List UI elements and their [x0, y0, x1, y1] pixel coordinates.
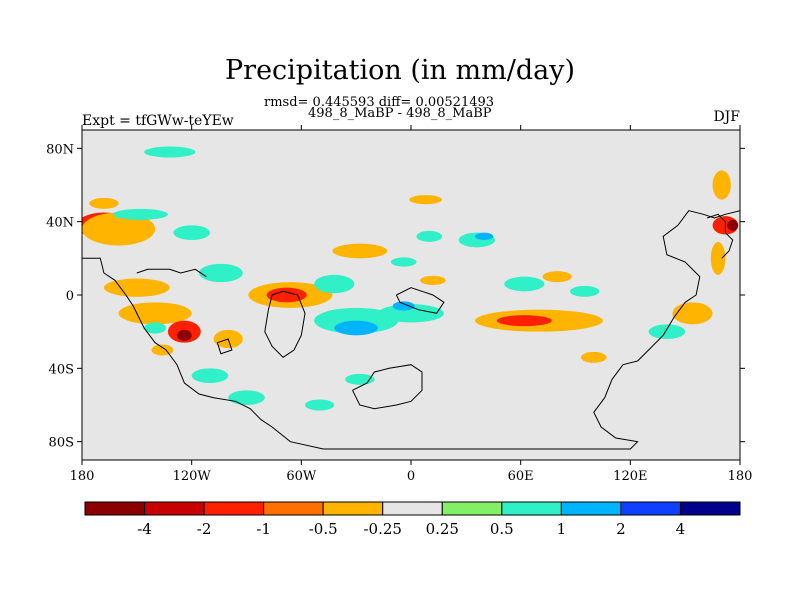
- anomaly-patch: [580, 351, 607, 363]
- anomaly-patch: [710, 241, 726, 275]
- anomaly-patch: [378, 304, 444, 323]
- anomaly-patch: [103, 278, 170, 297]
- y-tick-label: 40S: [49, 362, 74, 377]
- colorbar-box: [263, 501, 324, 516]
- anomaly-patch: [118, 302, 192, 325]
- anomaly-patch: [392, 301, 415, 311]
- case-line: 498_8_MaBP - 498_8_MaBP: [308, 106, 492, 121]
- season-label: DJF: [713, 109, 740, 125]
- anomaly-patch: [266, 287, 307, 303]
- plot-background: [82, 130, 740, 460]
- anomaly-patch: [420, 275, 446, 285]
- x-tick-label: 120W: [173, 469, 212, 484]
- anomaly-patch: [390, 257, 417, 267]
- anomaly-patch: [504, 276, 545, 292]
- anomaly-patch: [228, 390, 265, 405]
- colorbar-box: [322, 501, 384, 516]
- anomaly-patch: [648, 324, 686, 339]
- stats-line: rmsd= 0.445593 diff= 0.00521493: [264, 95, 495, 110]
- y-tick-label: 80N: [46, 142, 74, 157]
- colorbar-label: -0.5: [309, 520, 338, 538]
- anomaly-patch: [314, 274, 355, 294]
- experiment-label: Expt = tfGWw-teYEw: [82, 113, 234, 129]
- x-tick-label: 60E: [508, 469, 534, 484]
- anomaly-patch: [416, 230, 443, 242]
- anomaly-patch: [173, 225, 210, 241]
- x-tick-label: 180: [70, 469, 95, 484]
- colorbar-label: 2: [616, 520, 626, 538]
- anomaly-patch: [89, 197, 119, 209]
- coastline: [264, 290, 306, 358]
- anomaly-patch: [727, 219, 739, 231]
- colorbar-box: [203, 501, 265, 516]
- colorbar-label: -2: [197, 520, 212, 538]
- chart-title: Precipitation (in mm/day): [225, 55, 575, 86]
- anomaly-patch: [334, 320, 379, 336]
- anomaly-patch: [191, 368, 229, 383]
- colorbar-box: [560, 501, 622, 516]
- colorbar-box: [620, 501, 681, 516]
- anomaly-patch: [151, 344, 174, 356]
- anomaly-patch: [672, 302, 713, 325]
- coastline: [352, 364, 423, 410]
- colorbar-label: 1: [557, 520, 567, 538]
- anomaly-patch: [177, 329, 192, 341]
- colorbar-box: [501, 501, 562, 516]
- x-tick-label: 120E: [613, 469, 647, 484]
- anomaly-patch: [198, 263, 243, 283]
- colorbar-label: -4: [137, 520, 152, 538]
- anomaly-layer: [82, 146, 740, 450]
- anomaly-patch: [474, 232, 494, 240]
- anomaly-patch: [542, 271, 572, 283]
- anomaly-patch: [304, 399, 335, 411]
- anomaly-patch: [144, 146, 196, 158]
- colorbar-box: [144, 501, 205, 516]
- y-tick-label: 40N: [46, 216, 74, 231]
- colorbar-box: [441, 501, 503, 516]
- colorbar-label: 0.5: [490, 520, 514, 538]
- colorbar-box: [679, 501, 741, 516]
- coastline: [706, 213, 734, 259]
- anomaly-patch: [496, 315, 552, 327]
- coastline: [216, 338, 233, 355]
- anomaly-patch: [144, 322, 167, 334]
- anomaly-patch: [82, 212, 156, 246]
- y-tick-label: 0: [66, 289, 74, 304]
- anomaly-patch: [712, 170, 731, 200]
- x-tick-label: 60W: [286, 469, 317, 484]
- colorbar-label: 4: [676, 520, 686, 538]
- x-tick-label: 0: [407, 469, 415, 484]
- anomaly-patch: [332, 243, 388, 259]
- colorbar-box: [84, 501, 146, 516]
- colorbar-label: -1: [256, 520, 271, 538]
- anomaly-patch: [409, 195, 443, 205]
- x-tick-label: 180: [728, 469, 753, 484]
- colorbar-label: -0.25: [363, 520, 401, 538]
- colorbar-box: [382, 501, 443, 516]
- coastline: [136, 268, 207, 278]
- colorbar-label: 0.25: [426, 520, 459, 538]
- coastline: [82, 210, 740, 450]
- coastline: [395, 287, 445, 314]
- y-tick-label: 80S: [49, 436, 74, 451]
- anomaly-patch: [113, 208, 168, 220]
- anomaly-patch: [570, 285, 600, 297]
